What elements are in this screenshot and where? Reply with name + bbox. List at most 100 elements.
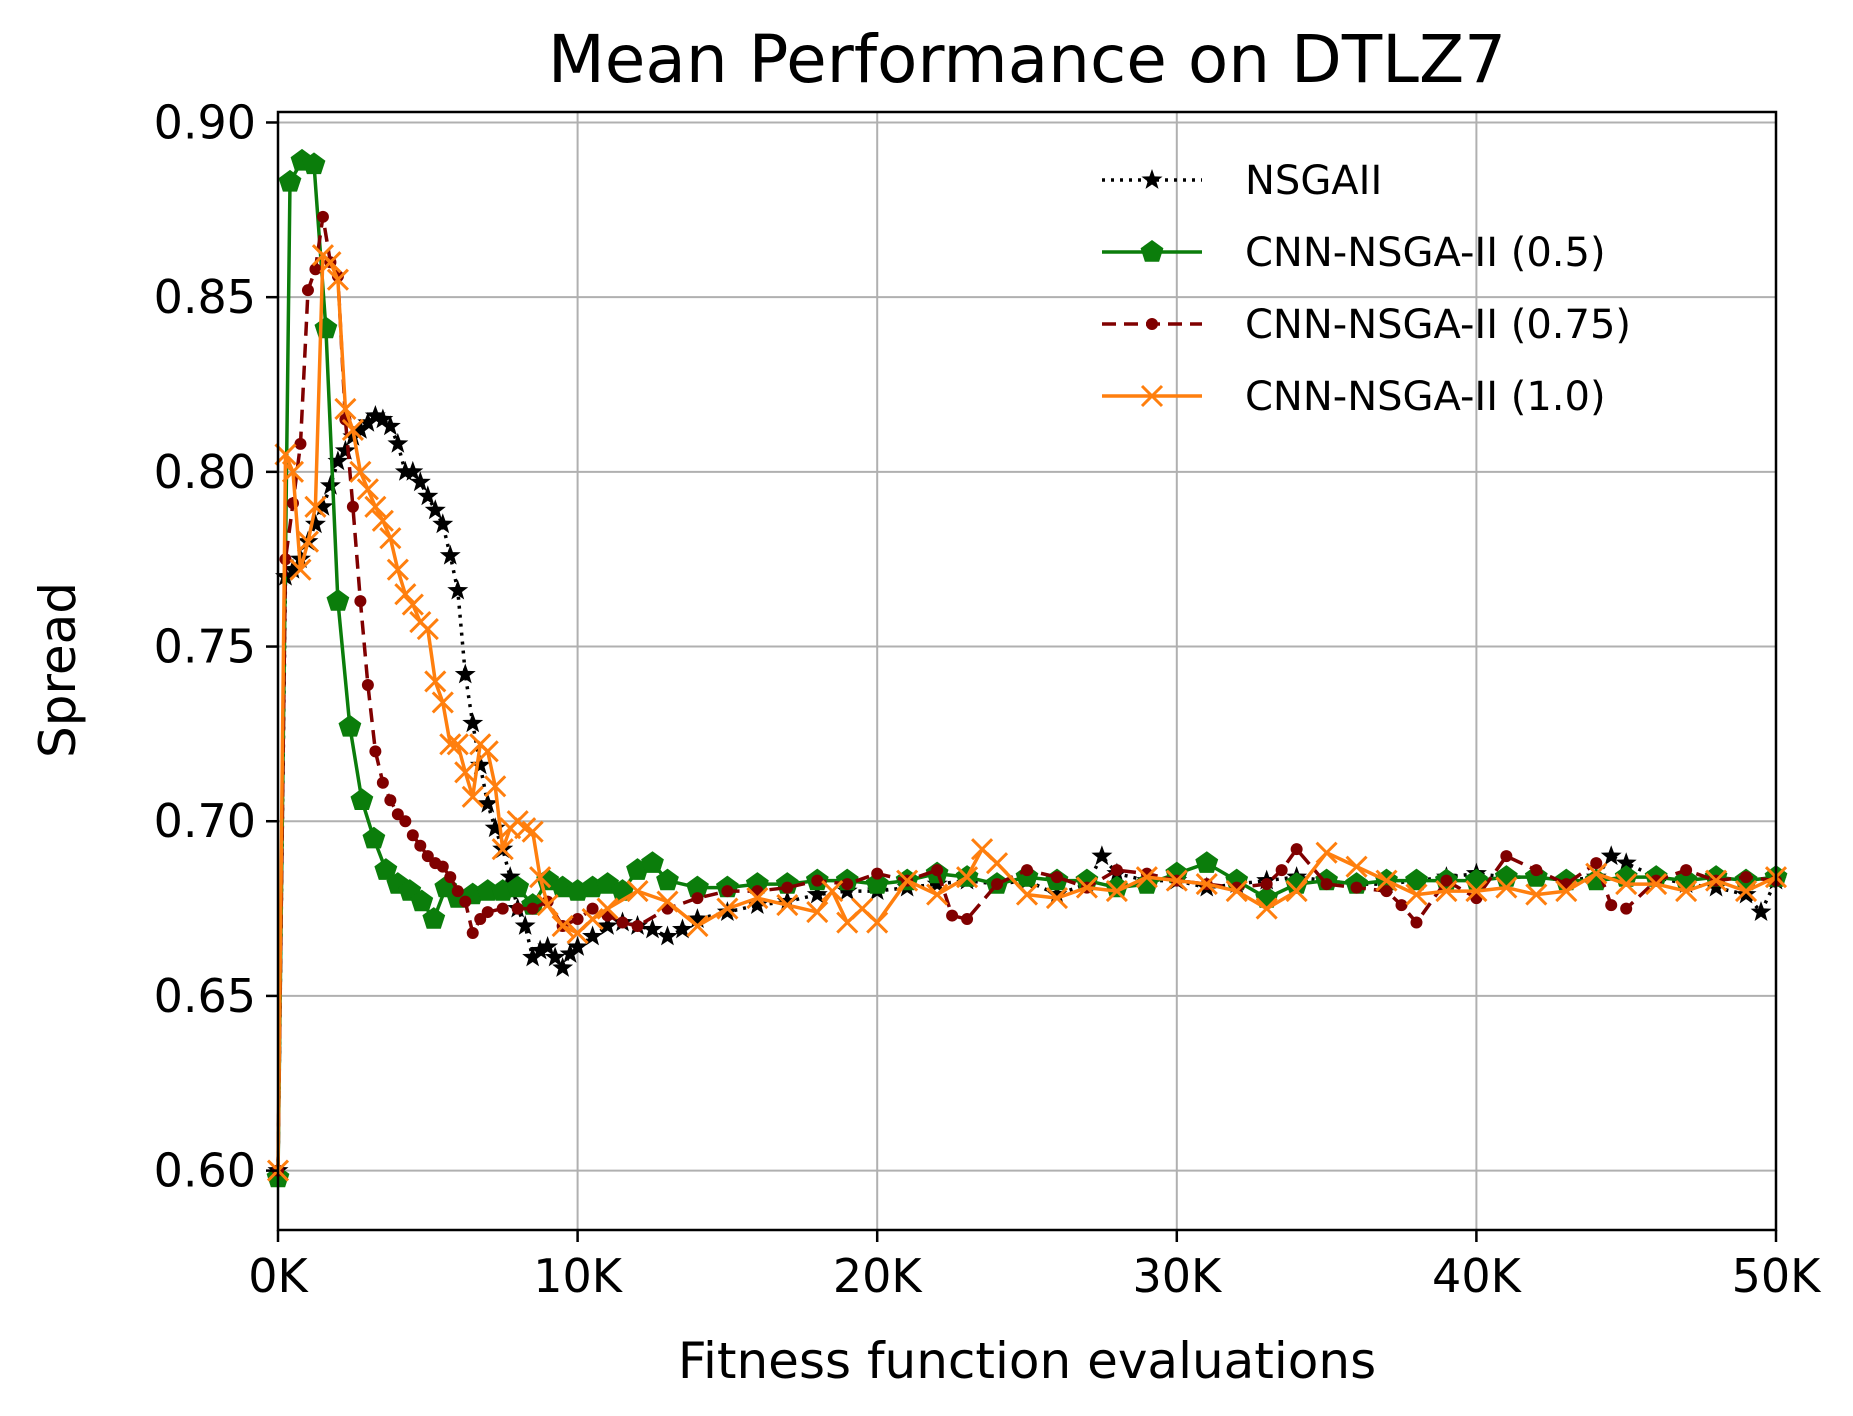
data-point [721, 885, 734, 898]
data-point [484, 817, 506, 838]
data-point [334, 439, 356, 460]
data-point [1195, 873, 1218, 896]
data-point [278, 169, 302, 192]
data-point [312, 495, 334, 516]
data-point [296, 530, 320, 553]
data-point [1735, 883, 1757, 904]
legend-marker [1140, 384, 1164, 408]
data-point [626, 880, 649, 903]
data-point [866, 911, 889, 934]
data-point [526, 902, 539, 915]
data-point [1605, 899, 1618, 912]
data-point [522, 946, 544, 967]
data-point [1275, 864, 1288, 877]
data-point [1015, 883, 1039, 906]
data-point [499, 866, 521, 886]
data-point [281, 460, 305, 483]
data-point [477, 792, 499, 813]
data-point [1495, 876, 1518, 899]
data-point [349, 460, 372, 483]
data-point [544, 946, 566, 967]
data-point [364, 405, 386, 425]
data-point [402, 460, 424, 481]
data-point [439, 544, 461, 565]
legend-label: CNN-NSGA-II (0.5) [1245, 230, 1606, 276]
data-point [431, 691, 454, 714]
data-point [537, 936, 559, 956]
y-axis: 0.60 0.65 0.70 0.75 0.80 0.85 0.90 [154, 95, 278, 1198]
legend-marker [1141, 169, 1163, 189]
data-point [956, 866, 979, 889]
data-point [552, 957, 574, 977]
legend-label: NSGAII [1245, 158, 1382, 204]
data-point [410, 889, 434, 912]
x-axis-label: Fitness function evaluations [678, 1332, 1376, 1390]
data-point [1680, 864, 1693, 877]
data-point [349, 418, 371, 439]
data-point [421, 850, 434, 863]
data-point [1075, 876, 1098, 899]
data-point [896, 869, 919, 892]
data-point [1105, 880, 1128, 903]
data-point [371, 509, 394, 532]
data-point [309, 263, 322, 276]
y-tick-label: 0.80 [154, 445, 256, 499]
data-point [596, 897, 619, 920]
data-point [1315, 841, 1338, 864]
data-point [776, 890, 798, 911]
data-point [436, 860, 449, 873]
data-point [387, 432, 409, 453]
data-point [305, 513, 326, 534]
y-tick-label: 0.65 [154, 969, 256, 1023]
data-point [1615, 873, 1638, 896]
data-point [301, 284, 314, 297]
data-point [391, 808, 404, 821]
data-point [384, 794, 397, 807]
data-point [1320, 878, 1333, 891]
data-point [529, 939, 551, 960]
x-tick-label: 0K [248, 1249, 309, 1303]
data-point [1500, 850, 1513, 863]
data-point [1675, 880, 1698, 903]
data-point [1050, 871, 1063, 884]
data-point [316, 210, 329, 223]
data-point [865, 872, 889, 894]
data-point [459, 895, 472, 908]
data-point [399, 815, 412, 828]
data-point [806, 901, 829, 924]
data-point [302, 152, 326, 175]
data-point [1405, 868, 1428, 891]
x-tick-label: 40K [1432, 1249, 1523, 1303]
data-point [745, 872, 769, 894]
x-tick-label: 20K [833, 1249, 924, 1303]
y-axis-label: Spread [29, 582, 87, 758]
data-point [369, 745, 382, 758]
data-point [551, 914, 574, 938]
data-point [462, 712, 484, 733]
data-point [1285, 880, 1308, 903]
legend-label: CNN-NSGA-II (1.0) [1245, 374, 1606, 420]
data-point [1465, 880, 1488, 903]
data-point [1260, 878, 1273, 891]
data-point [686, 914, 709, 938]
data-point [871, 867, 884, 880]
data-point [506, 875, 530, 898]
x-tick-label: 30K [1132, 1249, 1223, 1303]
data-point [1345, 855, 1368, 878]
data-point [521, 820, 544, 843]
data-point [1225, 880, 1248, 903]
plot-frame [276, 110, 1778, 1232]
data-point [432, 513, 454, 534]
data-point [746, 887, 769, 910]
data-point [476, 740, 499, 763]
data-point [1435, 880, 1458, 903]
data-point [514, 915, 536, 935]
y-tick-label: 0.90 [154, 95, 256, 149]
data-point [926, 883, 949, 906]
data-point [439, 733, 462, 756]
data-point [320, 474, 341, 495]
data-point [424, 670, 447, 693]
x-tick-label: 10K [533, 1249, 624, 1303]
data-point [641, 851, 664, 873]
